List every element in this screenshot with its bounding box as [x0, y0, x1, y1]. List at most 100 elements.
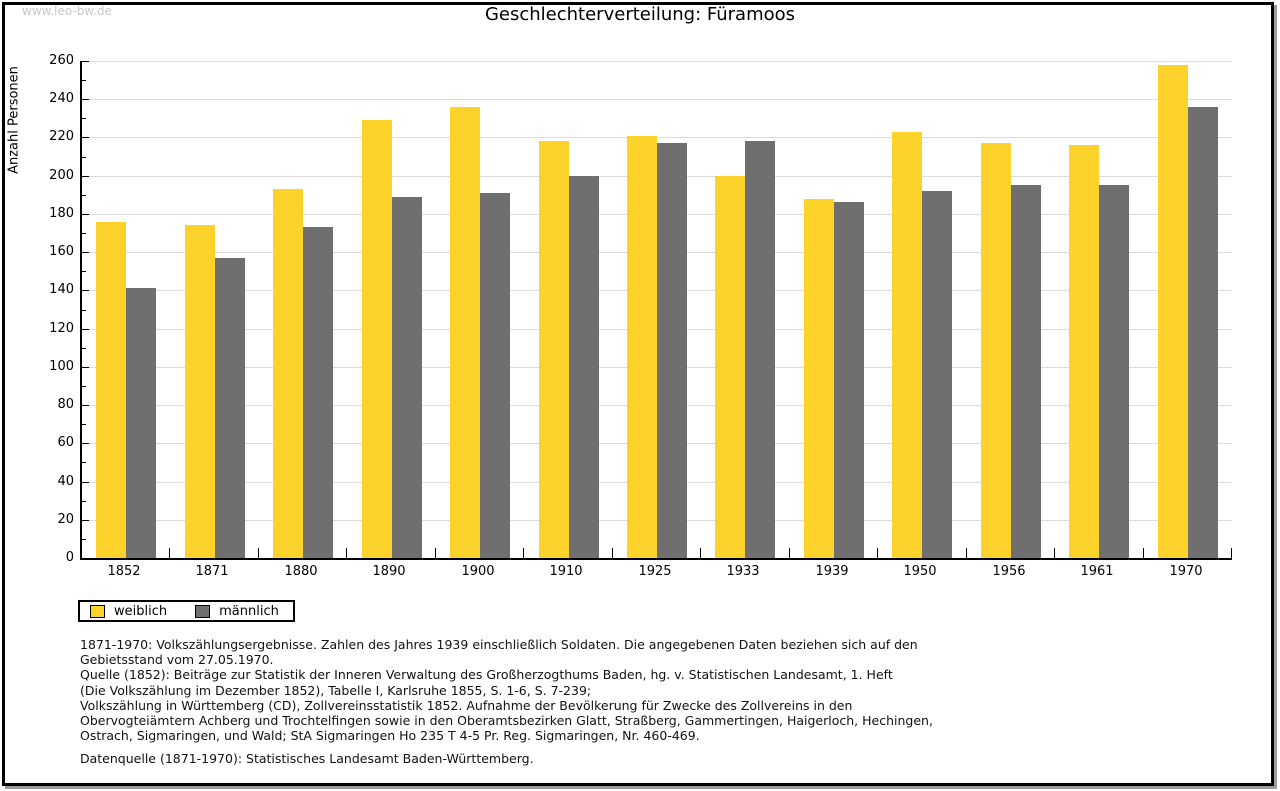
- y-minor-tick-230: [82, 118, 86, 120]
- x-tick-1956: [1054, 548, 1055, 558]
- y-tick-label-160: 160: [49, 244, 74, 260]
- y-major-tick-80: [82, 405, 89, 407]
- footnote-line-7: Ostrach, Sigmaringen, und Wald; StA Sigm…: [80, 728, 700, 744]
- footnotes: 1871-1970: Volkszählungsergebnisse. Zahl…: [80, 637, 933, 767]
- y-tick-label-60: 60: [57, 435, 74, 451]
- bar-männlich-1900: [480, 193, 510, 558]
- x-tick-label-1956: 1956: [992, 564, 1026, 579]
- chart-title: Geschlechterverteilung: Füramoos: [484, 4, 796, 25]
- y-minor-tick-10: [82, 538, 86, 540]
- y-minor-tick-170: [82, 233, 86, 235]
- bar-männlich-1956: [1011, 185, 1041, 558]
- x-tick-label-1939: 1939: [815, 564, 849, 579]
- bar-weiblich-1925: [627, 136, 657, 558]
- x-tick-1890: [435, 548, 436, 558]
- bar-weiblich-1880: [273, 189, 303, 558]
- x-tick-label-1961: 1961: [1080, 564, 1114, 579]
- bar-männlich-1950: [922, 191, 952, 558]
- y-major-tick-20: [82, 519, 89, 521]
- bar-weiblich-1871: [185, 225, 215, 558]
- y-minor-tick-110: [82, 347, 86, 349]
- footnote-line-1: 1871-1970: Volkszählungsergebnisse. Zahl…: [80, 637, 918, 652]
- y-tick-label-260: 260: [49, 53, 74, 68]
- y-axis-label: Anzahl Personen: [6, 66, 22, 174]
- x-tick-1871: [258, 548, 259, 558]
- footnote-line-6: Obervogteiämtern Achberg und Trochtelfin…: [80, 713, 933, 729]
- bar-männlich-1852: [126, 288, 156, 558]
- y-major-tick-140: [82, 290, 89, 292]
- x-tick-label-1880: 1880: [284, 564, 318, 579]
- y-tick-label-220: 220: [49, 129, 74, 145]
- legend-label-weiblich: weiblich: [114, 603, 168, 619]
- y-minor-tick-70: [82, 424, 86, 426]
- bar-männlich-1910: [569, 176, 599, 558]
- weiblich-color-swatch: [90, 604, 105, 618]
- y-minor-tick-210: [82, 156, 86, 158]
- x-tick-label-1871: 1871: [195, 564, 229, 579]
- gridline-260: [82, 61, 1232, 62]
- bar-männlich-1880: [303, 227, 333, 558]
- y-tick-label-200: 200: [49, 167, 74, 183]
- y-minor-tick-130: [82, 309, 86, 311]
- x-tick-1900: [523, 548, 524, 558]
- y-tick-label-80: 80: [57, 397, 74, 413]
- bar-männlich-1933: [745, 141, 775, 558]
- x-tick-1961: [1143, 548, 1144, 558]
- x-tick-label-1852: 1852: [107, 564, 141, 579]
- y-tick-label-40: 40: [57, 473, 74, 489]
- bar-männlich-1939: [834, 202, 864, 558]
- x-tick-1950: [966, 548, 967, 558]
- footnote-line-5: Volkszählung in Württemberg (CD), Zollve…: [80, 697, 853, 713]
- y-tick-label-120: 120: [49, 320, 74, 336]
- bar-weiblich-1900: [450, 107, 480, 558]
- y-tick-label-180: 180: [49, 205, 74, 221]
- bar-weiblich-1970: [1158, 65, 1188, 558]
- y-major-tick-180: [82, 213, 89, 215]
- gridline-240: [82, 99, 1232, 101]
- x-tick-label-1933: 1933: [726, 564, 760, 579]
- y-minor-tick-50: [82, 462, 86, 464]
- bar-männlich-1871: [215, 258, 245, 558]
- bar-weiblich-1939: [804, 199, 834, 558]
- x-tick-label-1970: 1970: [1169, 564, 1203, 579]
- bar-männlich-1890: [392, 197, 422, 558]
- y-minor-tick-250: [82, 80, 86, 82]
- site-watermark: www.leo-bw.de: [22, 4, 112, 18]
- x-tick-1970: [1231, 548, 1232, 558]
- plot-area: [80, 61, 1232, 560]
- y-minor-tick-90: [82, 385, 86, 387]
- legend-item-maennlich: männlich: [195, 604, 279, 619]
- legend: weiblich männlich: [78, 600, 295, 622]
- y-major-tick-120: [82, 328, 89, 330]
- y-major-tick-100: [82, 366, 89, 368]
- y-tick-label-100: 100: [49, 358, 74, 374]
- datasource-line: Datenquelle (1871-1970): Statistisches L…: [80, 751, 534, 767]
- x-tick-1933: [789, 548, 790, 558]
- x-tick-1910: [612, 548, 613, 558]
- x-tick-1939: [877, 548, 878, 558]
- bar-weiblich-1910: [539, 141, 569, 558]
- bar-männlich-1925: [657, 143, 687, 558]
- gridline-220: [82, 137, 1232, 139]
- y-major-tick-160: [82, 252, 89, 254]
- x-tick-1880: [346, 548, 347, 558]
- bar-weiblich-1956: [981, 143, 1011, 558]
- bar-weiblich-1890: [362, 120, 392, 558]
- y-minor-tick-30: [82, 500, 86, 502]
- bar-männlich-1970: [1188, 107, 1218, 558]
- maennlich-color-swatch: [195, 604, 211, 618]
- footnote-line-4: (Die Volkszählung im Dezember 1852), Tab…: [80, 682, 592, 698]
- bar-weiblich-1852: [96, 222, 126, 558]
- y-tick-label-20: 20: [57, 511, 74, 527]
- y-major-tick-60: [82, 443, 89, 445]
- bar-weiblich-1961: [1069, 145, 1099, 558]
- bar-männlich-1961: [1099, 185, 1129, 558]
- x-tick-1925: [700, 548, 701, 558]
- bar-weiblich-1933: [715, 176, 745, 558]
- y-tick-label-140: 140: [49, 282, 74, 298]
- y-major-tick-260: [82, 61, 89, 62]
- x-tick-1852: [169, 548, 170, 558]
- y-major-tick-240: [82, 99, 89, 101]
- x-tick-label-1950: 1950: [903, 564, 937, 579]
- footnote-line-2: Gebietsstand vom 27.05.1970.: [80, 652, 274, 668]
